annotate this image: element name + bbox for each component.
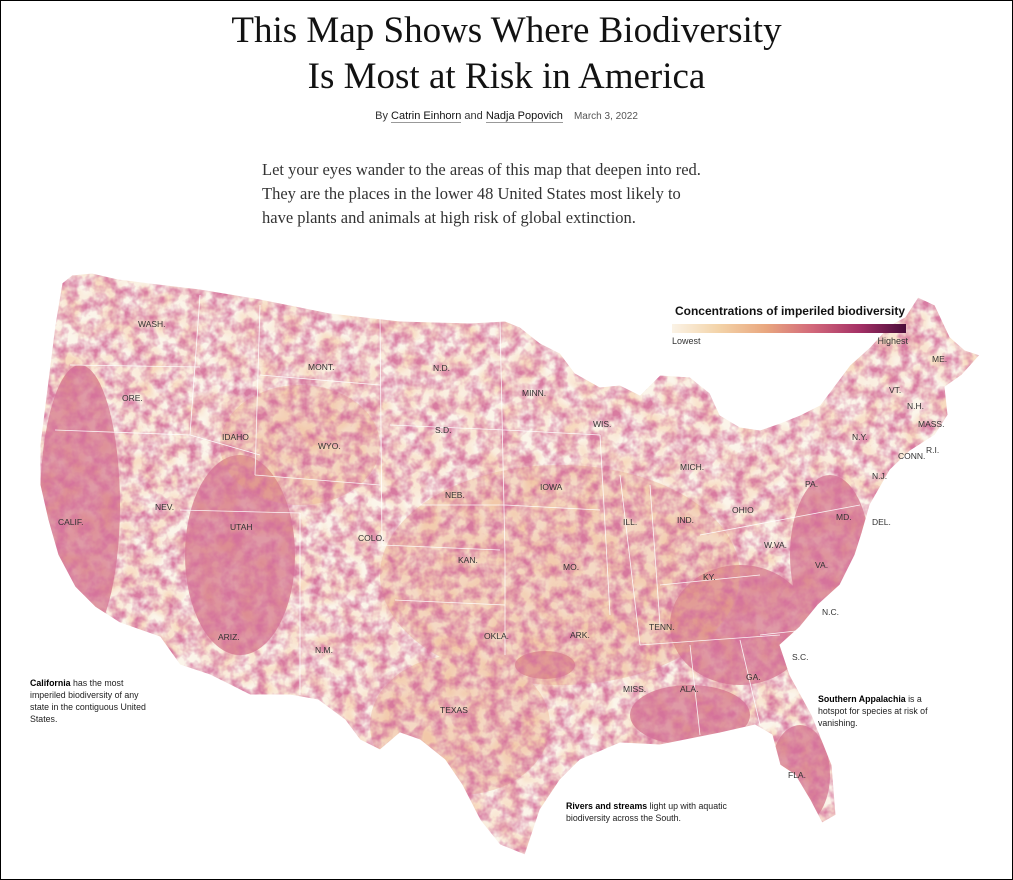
state-label-nj: N.J. bbox=[872, 471, 887, 481]
state-label-fla: FLA. bbox=[788, 770, 806, 780]
annotation-appalachia-line3: vanishing. bbox=[818, 718, 858, 728]
annotation-california-bold: California bbox=[30, 678, 71, 688]
headline-line-2: Is Most at Risk in America bbox=[307, 56, 706, 97]
map-legend: Concentrations of imperiled biodiversity… bbox=[672, 304, 908, 346]
lede-line-2: They are the places in the lower 48 Unit… bbox=[262, 184, 681, 203]
state-label-ariz: ARIZ. bbox=[218, 632, 240, 642]
biodiversity-map: WASH. ORE. CALIF. IDAHO NEV. MONT. WYO. UTAH ARI… bbox=[39, 272, 981, 856]
annotation-appalachia: Southern Appalachia is a hotspot for spe… bbox=[818, 693, 978, 729]
state-label-ga: GA. bbox=[746, 672, 761, 682]
annotation-rivers-line2: biodiversity across the South. bbox=[566, 813, 681, 823]
lede-line-1: Let your eyes wander to the areas of thi… bbox=[262, 160, 701, 179]
state-label-sc: S.C. bbox=[792, 652, 809, 662]
state-label-mo: MO. bbox=[563, 562, 579, 572]
state-label-mass: MASS. bbox=[918, 419, 944, 429]
state-label-sd: S.D. bbox=[435, 425, 452, 435]
state-label-ny: N.Y. bbox=[852, 432, 867, 442]
state-label-pa: PA. bbox=[805, 479, 818, 489]
state-label-ala: ALA. bbox=[680, 684, 698, 694]
state-label-kan: KAN. bbox=[458, 555, 478, 565]
byline-joiner: and bbox=[464, 110, 483, 122]
lede-paragraph: Let your eyes wander to the areas of thi… bbox=[262, 158, 762, 230]
publish-date: March 3, 2022 bbox=[573, 111, 638, 122]
state-label-neb: NEB. bbox=[445, 490, 465, 500]
legend-ends: Lowest Highest bbox=[672, 336, 908, 346]
state-label-wyo: WYO. bbox=[318, 441, 341, 451]
annotation-rivers-bold: Rivers and streams bbox=[566, 801, 648, 811]
risk-layer bbox=[40, 273, 980, 855]
byline-prefix: By bbox=[375, 110, 388, 122]
state-label-nc: N.C. bbox=[822, 607, 839, 617]
author-link-2[interactable]: Nadja Popovich bbox=[485, 110, 563, 123]
state-label-iowa: IOWA bbox=[540, 482, 563, 492]
state-label-ri: R.I. bbox=[926, 445, 939, 455]
state-label-wis: WIS. bbox=[593, 419, 611, 429]
state-label-ky: KY. bbox=[703, 572, 716, 582]
annotation-appalachia-line2: hotspot for species at risk of bbox=[818, 706, 928, 716]
state-label-mich: MICH. bbox=[680, 462, 704, 472]
state-label-wva: W.VA. bbox=[764, 540, 787, 550]
annotation-california-line4: States. bbox=[30, 714, 58, 724]
byline: By Catrin Einhorn and Nadja Popovich Mar… bbox=[0, 110, 1013, 123]
state-labels: WASH. ORE. CALIF. IDAHO NEV. MONT. WYO. UTAH ARI… bbox=[58, 319, 947, 780]
state-label-okla: OKLA. bbox=[484, 631, 509, 641]
headline-line-1: This Map Shows Where Biodiversity bbox=[231, 10, 782, 51]
state-label-del: DEL. bbox=[872, 517, 891, 527]
state-label-ind: IND. bbox=[677, 515, 694, 525]
state-label-calif: CALIF. bbox=[58, 517, 84, 527]
state-label-conn: CONN. bbox=[898, 451, 925, 461]
legend-low-label: Lowest bbox=[672, 336, 701, 346]
state-label-texas: TEXAS bbox=[440, 705, 468, 715]
state-label-nev: NEV. bbox=[155, 502, 174, 512]
state-label-mont: MONT. bbox=[308, 362, 334, 372]
headline: This Map Shows Where Biodiversity Is Mos… bbox=[0, 8, 1013, 100]
annotation-california-line3: state in the contiguous United bbox=[30, 702, 146, 712]
annotation-california: California has the most imperiled biodiv… bbox=[30, 677, 180, 725]
state-label-idaho: IDAHO bbox=[222, 432, 249, 442]
state-label-me: ME. bbox=[932, 354, 947, 364]
state-label-utah: UTAH bbox=[230, 522, 253, 532]
lede-line-3: have plants and animals at high risk of … bbox=[262, 208, 636, 227]
state-label-nh: N.H. bbox=[907, 401, 924, 411]
state-label-ill: ILL. bbox=[623, 517, 637, 527]
state-label-md: MD. bbox=[836, 512, 852, 522]
state-label-vt: VT. bbox=[889, 385, 901, 395]
annotation-california-text: has the most bbox=[70, 678, 124, 688]
legend-high-label: Highest bbox=[877, 336, 908, 346]
state-borders bbox=[54, 294, 861, 736]
state-label-nd: N.D. bbox=[433, 363, 450, 373]
state-label-ohio: OHIO bbox=[732, 505, 754, 515]
legend-title: Concentrations of imperiled biodiversity bbox=[674, 304, 906, 318]
annotation-appalachia-bold: Southern Appalachia bbox=[818, 694, 906, 704]
legend-color-ramp bbox=[672, 324, 906, 333]
annotation-california-line2: imperiled biodiversity of any bbox=[30, 690, 139, 700]
annotation-rivers-text: light up with aquatic bbox=[647, 801, 727, 811]
state-label-tenn: TENN. bbox=[649, 622, 675, 632]
author-link-1[interactable]: Catrin Einhorn bbox=[391, 110, 462, 123]
annotation-appalachia-text: is a bbox=[905, 694, 922, 704]
state-label-wash: WASH. bbox=[138, 319, 166, 329]
state-label-colo: COLO. bbox=[358, 533, 384, 543]
state-label-nm: N.M. bbox=[315, 645, 333, 655]
state-label-ark: ARK. bbox=[570, 630, 590, 640]
state-label-miss: MISS. bbox=[623, 684, 646, 694]
annotation-rivers: Rivers and streams light up with aquatic… bbox=[566, 800, 766, 824]
state-label-va: VA. bbox=[815, 560, 828, 570]
state-label-ore: ORE. bbox=[122, 393, 143, 403]
state-label-minn: MINN. bbox=[522, 388, 546, 398]
